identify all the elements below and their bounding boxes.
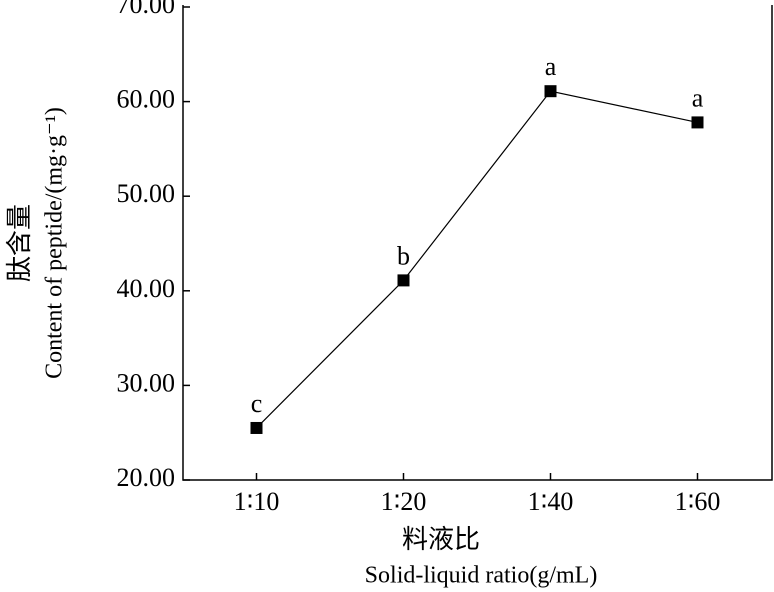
point-label: a (692, 83, 704, 112)
y-tick-label: 40.00 (117, 274, 176, 303)
data-point (250, 421, 263, 434)
x-tick-label: 1∶10 (234, 487, 280, 516)
data-line (256, 90, 698, 429)
y-axis-label: Content of peptide/(mg·g⁻¹) (42, 107, 68, 379)
x-tick-label: 1∶40 (528, 487, 574, 516)
point-label: a (545, 52, 557, 81)
y-tick-label: 70.00 (117, 0, 176, 19)
point-label: c (251, 389, 263, 418)
y-tick-label: 30.00 (117, 368, 176, 397)
point-label: b (397, 241, 410, 270)
x-axis-label: 料液比 (402, 525, 480, 554)
x-axis-label: Solid-liquid ratio(g/mL) (365, 563, 598, 589)
axis-frame (182, 5, 773, 481)
y-axis-label: 肽含量 (5, 204, 34, 282)
y-tick-label: 60.00 (117, 85, 176, 114)
x-tick-label: 1∶60 (675, 487, 721, 516)
data-point (544, 85, 557, 98)
data-point (691, 116, 704, 129)
y-tick-label: 50.00 (117, 179, 176, 208)
data-point (397, 274, 410, 287)
y-tick-label: 20.00 (117, 463, 176, 492)
x-tick-label: 1∶20 (381, 487, 427, 516)
